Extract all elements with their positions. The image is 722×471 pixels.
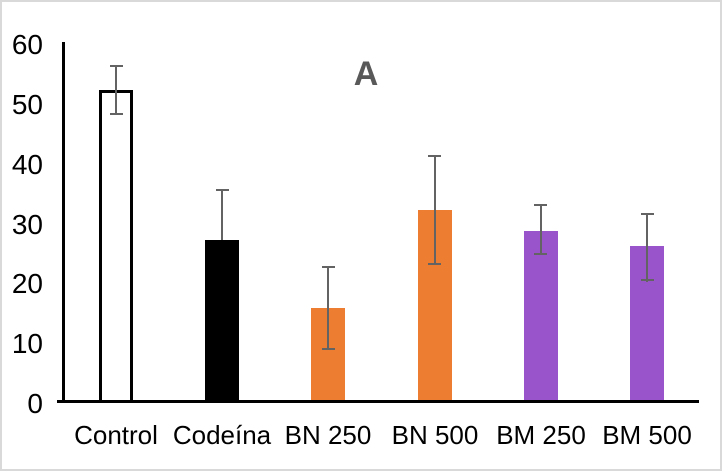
y-tick-label: 50 xyxy=(11,89,43,120)
error-bar-line xyxy=(646,213,648,282)
y-tick-label: 60 xyxy=(11,29,43,60)
error-bar-cap xyxy=(534,253,547,255)
error-bar-line xyxy=(327,266,329,350)
y-tick-label: 20 xyxy=(11,268,43,299)
bar xyxy=(99,90,133,403)
error-bar-cap xyxy=(322,266,335,268)
error-bar-cap xyxy=(322,348,335,350)
y-tick-label: 0 xyxy=(27,388,43,419)
x-axis-label: BN 250 xyxy=(284,420,372,450)
x-axis-label: Control xyxy=(74,420,158,450)
x-axis-label: Codeína xyxy=(172,420,272,450)
x-axis-line xyxy=(57,400,699,403)
error-bar-cap xyxy=(110,65,123,67)
x-axis-label: BM 500 xyxy=(602,420,692,450)
bar xyxy=(524,231,558,403)
error-bar-line xyxy=(221,189,223,240)
x-axis-label: BM 250 xyxy=(496,420,586,450)
error-bar-cap xyxy=(641,213,654,215)
error-bar-cap xyxy=(534,204,547,206)
error-bar-cap xyxy=(641,279,654,281)
error-bar-line xyxy=(115,65,117,115)
y-tick-label: 40 xyxy=(11,149,43,180)
error-bar-line xyxy=(434,155,436,265)
chart-title: A xyxy=(353,55,379,93)
error-bar-cap xyxy=(216,189,229,191)
x-axis-label: BN 500 xyxy=(391,420,479,450)
y-axis-line xyxy=(62,42,65,403)
error-bar-cap xyxy=(428,155,441,157)
error-bar-line xyxy=(540,204,542,255)
y-tick-label: 30 xyxy=(11,209,43,240)
error-bar-cap xyxy=(110,113,123,115)
y-tick-label: 10 xyxy=(11,328,43,359)
bar xyxy=(205,240,239,403)
error-bar-cap xyxy=(428,263,441,265)
